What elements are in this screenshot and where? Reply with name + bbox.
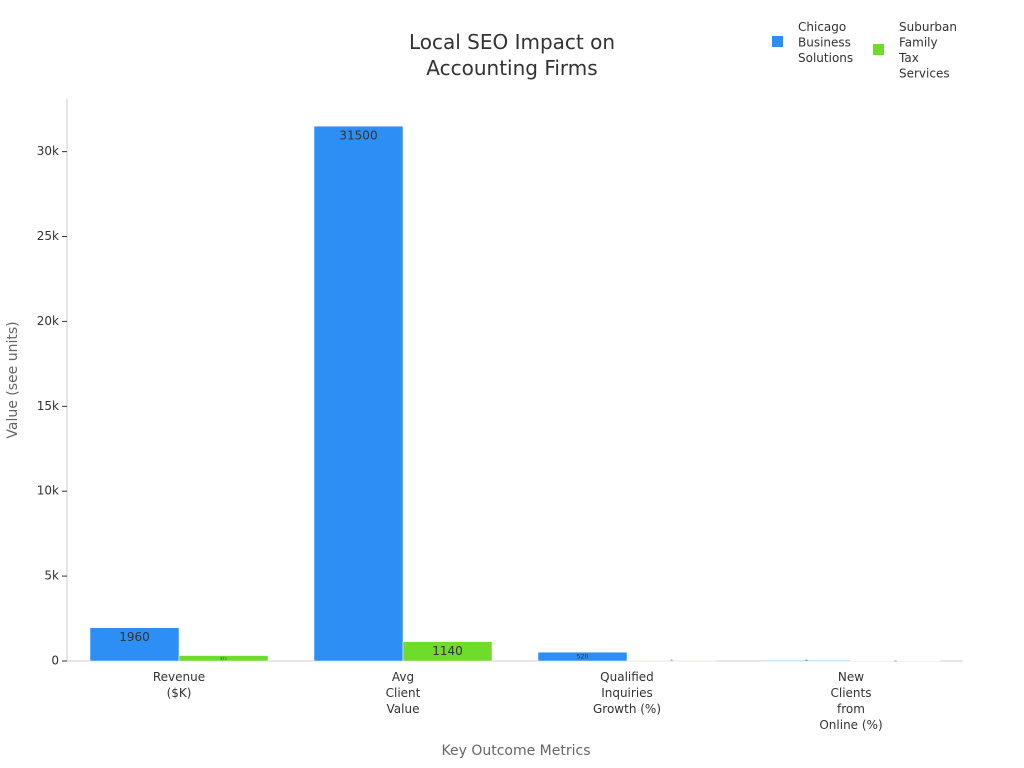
y-tick-label: 5k [44,569,59,583]
y-tick-label: 20k [37,314,59,328]
legend-label: Suburban Family Tax Services [898,20,957,81]
data-label: 45 [805,660,808,662]
y-axis-label: Value (see units) [5,321,21,438]
data-label: 35 [670,660,673,662]
data-label: 321 [220,655,228,660]
bar [626,660,717,662]
x-axis-label: Key Outcome Metrics [442,743,591,759]
x-tick-label: Revenue ($K) [153,670,205,700]
data-label: 1140 [432,644,463,658]
data-label: 1960 [119,630,150,644]
bar [402,641,493,662]
x-tick-label: Qualified Inquiries Growth (%) [593,670,661,716]
chart-title: Local SEO Impact on Accounting Firms [409,30,615,80]
data-label: 31500 [339,129,377,143]
data-label: 25 [894,660,897,662]
legend-marker [772,36,783,47]
x-tick-label: New Clients from Online (%) [819,670,882,732]
y-tick-label: 25k [37,229,59,243]
y-tick-label: 15k [37,399,59,413]
y-tick-label: 0 [51,654,59,668]
bar [89,627,180,662]
legend-marker [873,44,884,55]
y-tick-label: 10k [37,484,59,498]
bar [313,125,404,662]
legend-label: Chicago Business Solutions [798,20,853,65]
data-label: 520 [577,654,589,661]
y-tick-label: 30k [37,144,59,158]
bar [537,651,628,662]
x-tick-label: Avg Client Value [386,670,421,716]
bar [178,655,269,662]
